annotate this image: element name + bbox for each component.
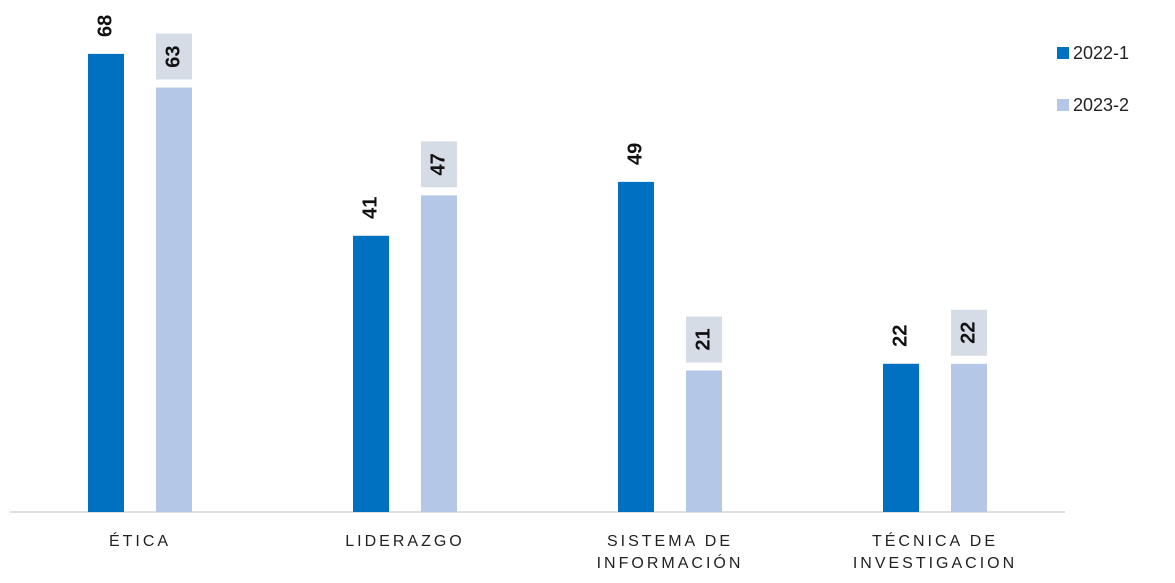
bar	[421, 195, 457, 513]
legend-label: 2022-1	[1073, 43, 1129, 63]
data-label: 63	[162, 45, 184, 67]
data-label: 41	[359, 197, 381, 219]
bar	[618, 181, 654, 513]
data-label: 68	[94, 15, 116, 37]
data-label: 21	[692, 328, 714, 350]
bar	[88, 53, 124, 512]
bar	[156, 87, 192, 512]
bar	[353, 235, 389, 512]
bar	[951, 363, 987, 512]
x-tick-label: ÉTICA	[108, 533, 172, 550]
label-box	[156, 33, 192, 80]
label-box	[421, 141, 457, 188]
legend-label: 2023-2	[1073, 95, 1129, 115]
data-label: 47	[427, 153, 449, 175]
data-label: 22	[957, 322, 979, 344]
bar	[686, 370, 722, 512]
bar	[883, 363, 919, 512]
data-label: 49	[624, 143, 646, 165]
label-box	[686, 316, 722, 363]
legend-swatch	[1057, 47, 1069, 59]
x-tick-label: SISTEMA DE INFORMACIÓN	[596, 533, 744, 572]
label-box	[951, 309, 987, 356]
x-tick-label: LIDERAZGO	[345, 533, 465, 550]
data-label: 22	[889, 325, 911, 347]
x-tick-label: TÉCNICA DE INVESTIGACION	[852, 533, 1018, 572]
legend-swatch	[1057, 99, 1069, 111]
